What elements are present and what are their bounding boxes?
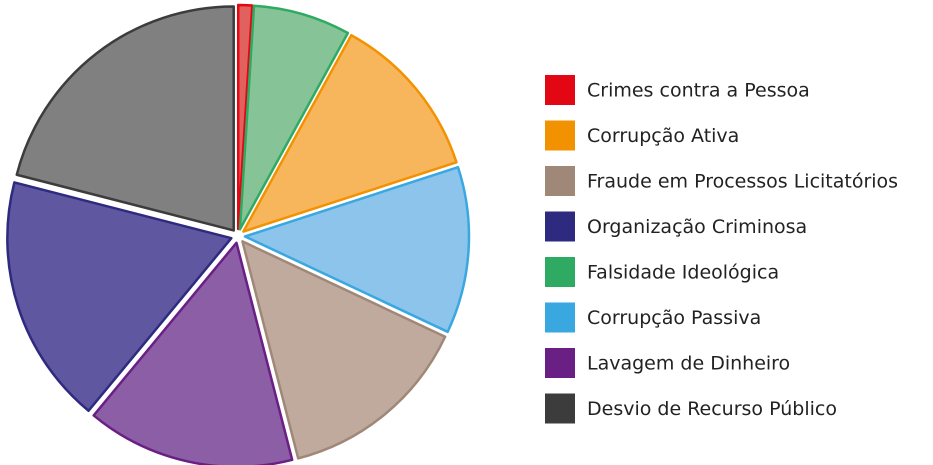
pie-slice <box>92 241 294 465</box>
pie-slice <box>241 240 447 460</box>
legend-label: Corrupção Ativa <box>587 125 739 147</box>
legend-swatch <box>545 393 575 424</box>
pie-slice <box>242 33 458 233</box>
legend-label: Fraude em Processos Licitatórios <box>587 171 898 193</box>
legend-label: Crimes contra a Pessoa <box>587 80 810 102</box>
legend-swatch <box>545 211 575 242</box>
legend-label: Corrupção Passiva <box>587 307 761 329</box>
legend-swatch <box>545 348 575 378</box>
legend-label: Organização Criminosa <box>587 216 807 238</box>
legend-swatch <box>545 257 575 287</box>
legend-swatch <box>545 75 575 105</box>
legend-label: Lavagem de Dinheiro <box>587 353 790 375</box>
legend-label: Desvio de Recurso Público <box>587 398 837 420</box>
legend-swatch <box>545 120 575 151</box>
legend-swatch <box>545 302 575 333</box>
pie-slice <box>238 4 350 231</box>
legend-swatch <box>545 166 575 196</box>
pie-slice <box>243 165 471 334</box>
pie-slice <box>15 5 235 232</box>
legend-label: Falsidade Ideológica <box>587 262 779 284</box>
pie-slice <box>6 181 233 413</box>
pie-slice <box>236 3 254 231</box>
